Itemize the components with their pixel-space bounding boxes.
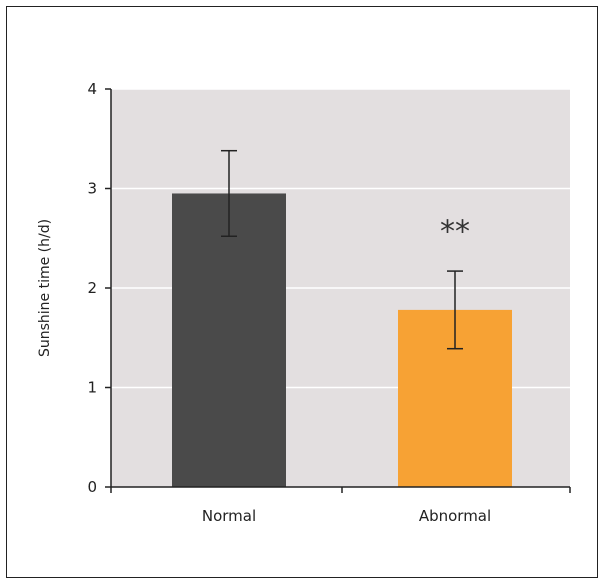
y-tick-label: 4 bbox=[87, 80, 97, 98]
y-axis-label: Sunshine time (h/d) bbox=[37, 219, 53, 357]
bar-normal bbox=[172, 193, 286, 487]
error-bar-normal bbox=[221, 149, 237, 238]
significance-marker: ** bbox=[440, 214, 470, 249]
error-bars bbox=[221, 149, 463, 350]
y-tick-label: 2 bbox=[87, 279, 97, 297]
tick-labels: 0 1 2 3 4 Normal Abnormal bbox=[87, 80, 491, 525]
y-tick-label: 0 bbox=[87, 478, 97, 496]
x-tick-label-abnormal: Abnormal bbox=[419, 507, 491, 525]
y-tick-label: 3 bbox=[87, 180, 97, 198]
bars bbox=[172, 193, 512, 487]
axes bbox=[105, 88, 571, 493]
annotations: ** bbox=[440, 214, 470, 249]
x-tick-label-normal: Normal bbox=[202, 507, 256, 525]
error-bar-abnormal bbox=[447, 270, 463, 350]
y-tick-label: 1 bbox=[87, 379, 97, 397]
